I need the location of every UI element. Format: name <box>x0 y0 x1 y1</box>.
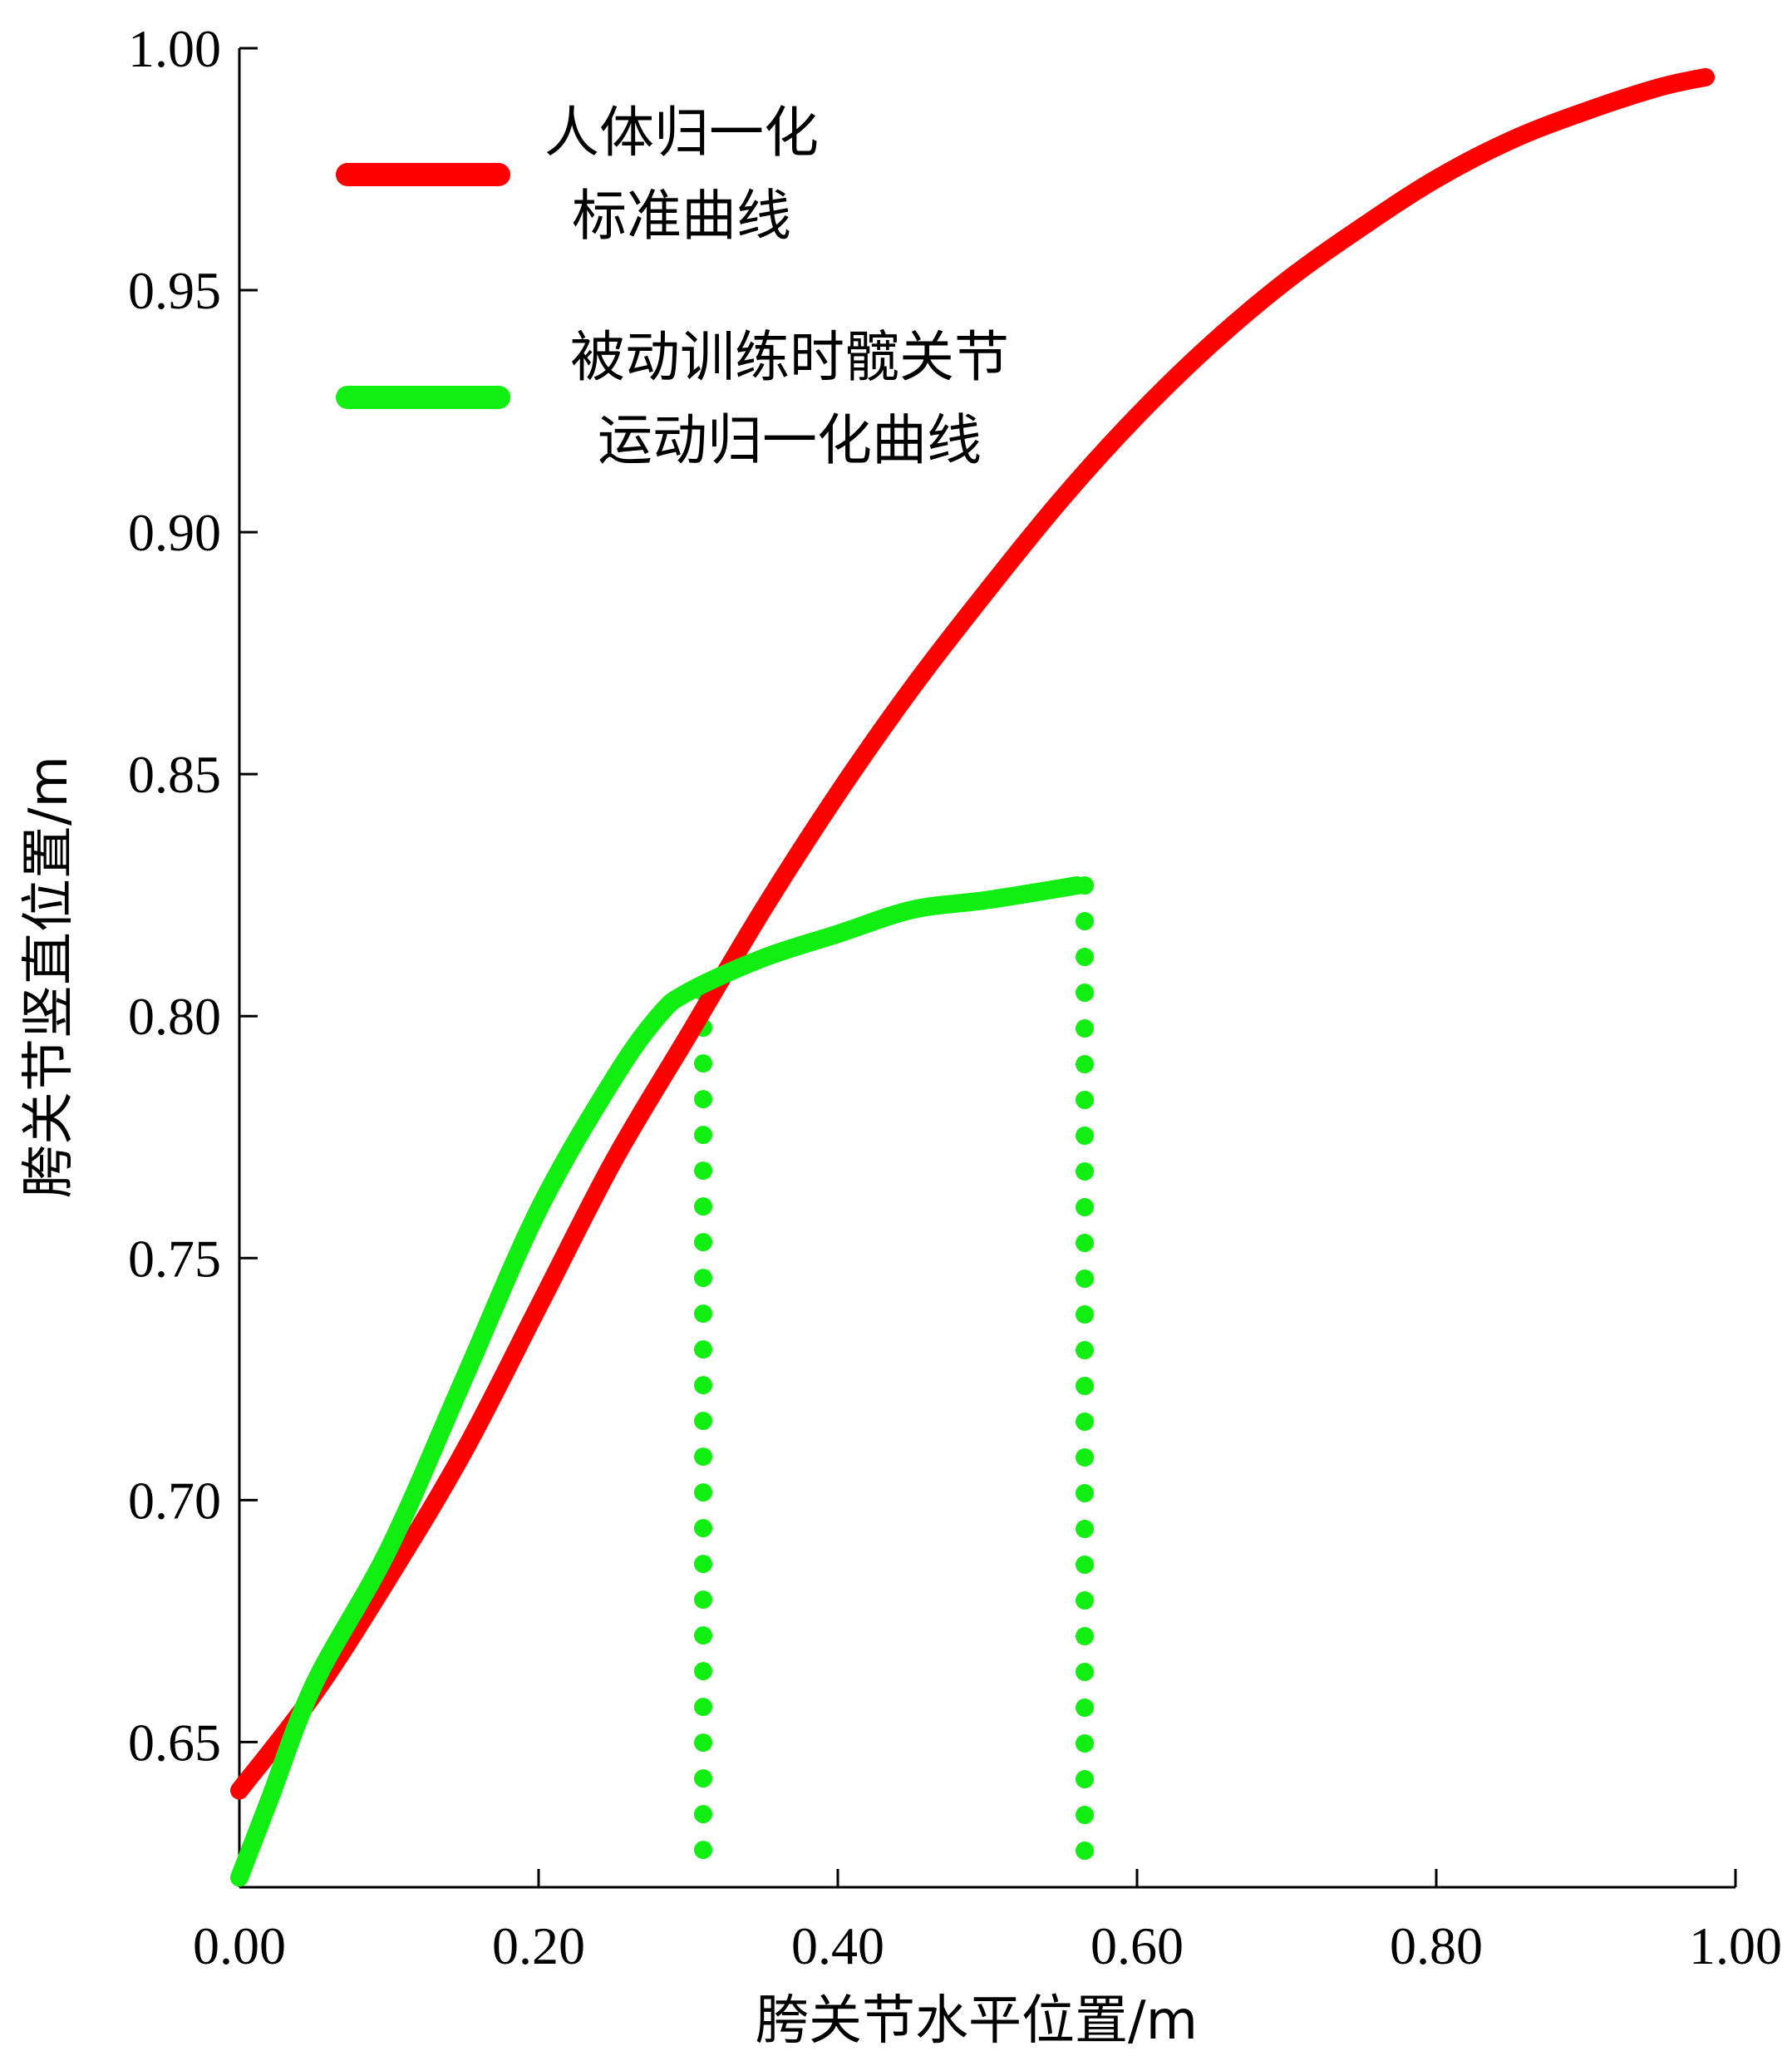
tick-labels: 0.65 0.70 0.75 0.80 0.85 0.90 0.95 1.00 0.00 0.20… <box>128 19 1782 1975</box>
y-tick-label-4: 0.85 <box>128 745 221 804</box>
legend-label-0-1: 标准曲线 <box>572 184 791 248</box>
y-tick-label-7: 1.00 <box>128 19 221 78</box>
legend-label-1-0: 被动训练时髋关节 <box>570 325 1009 389</box>
y-tick-label-2: 0.75 <box>128 1229 221 1288</box>
series-line-0 <box>230 67 1715 1800</box>
legend-label-1-1: 运动归一化曲线 <box>598 408 982 472</box>
y-tick-label-6: 0.95 <box>128 261 221 320</box>
axes <box>238 47 1737 1889</box>
x-tick-label-4: 0.80 <box>1390 1916 1483 1975</box>
series-line-1 <box>230 876 1086 1887</box>
y-tick-label-1: 0.70 <box>128 1471 221 1530</box>
x-tick-label-5: 1.00 <box>1689 1916 1782 1975</box>
legend-label-0-0: 人体归一化 <box>544 101 819 165</box>
x-tick-label-2: 0.40 <box>791 1916 884 1975</box>
y-tick-label-5: 0.90 <box>128 503 221 562</box>
vertical-markers <box>694 876 1094 1893</box>
y-tick-label-3: 0.80 <box>128 987 221 1046</box>
x-axis-title: 胯关节水平位置/m <box>756 1990 1198 2052</box>
series-lines <box>230 67 1715 1887</box>
x-tick-label-3: 0.60 <box>1090 1916 1184 1975</box>
x-tick-label-0: 0.00 <box>193 1916 286 1975</box>
y-axis-title: 胯关节竖直位置/m <box>18 756 80 1198</box>
y-tick-label-0: 0.65 <box>128 1713 221 1772</box>
x-tick-label-1: 0.20 <box>492 1916 585 1975</box>
